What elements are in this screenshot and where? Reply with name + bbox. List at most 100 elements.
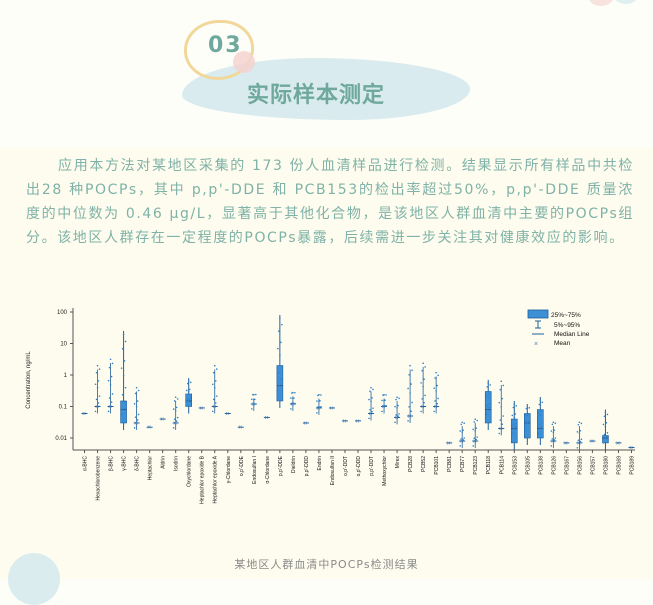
svg-text:PCB77: PCB77: [460, 456, 466, 472]
content-panel: 应用本方法对某地区采集的 173 份人血清样品进行检测。结果显示所有样品中共检出…: [0, 148, 653, 579]
svg-text:×: ×: [616, 440, 620, 447]
svg-text:×: ×: [486, 407, 490, 414]
svg-text:×: ×: [160, 417, 164, 424]
svg-text:×: ×: [199, 405, 203, 412]
svg-text:×: ×: [590, 439, 594, 446]
svg-text:PCB123: PCB123: [473, 456, 479, 475]
body-paragraph: 应用本方法对某地区采集的 173 份人血清样品进行检测。结果显示所有样品中共检出…: [26, 154, 634, 250]
svg-text:Endosulfan II: Endosulfan II: [330, 456, 336, 485]
svg-text:o,p'-DDT: o,p'-DDT: [343, 456, 349, 476]
svg-text:×: ×: [316, 405, 320, 412]
svg-text:PCB189: PCB189: [629, 456, 635, 475]
svg-text:PCB157: PCB157: [590, 456, 596, 475]
svg-text:PCB180: PCB180: [603, 456, 609, 475]
svg-text:PCB52: PCB52: [421, 456, 427, 472]
svg-text:Heptachlor: Heptachlor: [148, 456, 154, 481]
svg-text:×: ×: [551, 439, 555, 446]
svg-text:×: ×: [134, 420, 138, 427]
svg-text:×: ×: [603, 436, 607, 443]
svg-text:×: ×: [382, 404, 386, 411]
svg-text:×: ×: [277, 383, 281, 390]
svg-text:PCB167: PCB167: [564, 456, 570, 475]
svg-text:Heptachlor epoxide B: Heptachlor epoxide B: [200, 455, 206, 503]
figure-caption: 某地区人群血清中POCPs检测结果: [234, 558, 419, 571]
svg-text:×: ×: [82, 411, 86, 418]
svg-text:×: ×: [534, 341, 538, 348]
decor-pink-dot: [588, 0, 614, 6]
svg-text:×: ×: [290, 402, 294, 409]
svg-text:×: ×: [147, 425, 151, 432]
svg-text:Aldrin: Aldrin: [161, 456, 167, 469]
svg-text:5%~95%: 5%~95%: [554, 322, 580, 329]
x-axis-labels: α-BHC Hexachlorobenzene β-BHC γ-BHC δ-BHC Hep…: [83, 450, 635, 504]
section-number-ring: [184, 20, 254, 80]
y-axis: 100 10 1 0.1 0.01 Concentration, ng/mL: [26, 308, 635, 451]
svg-text:p,p'-DDE: p,p'-DDE: [278, 455, 284, 476]
svg-text:PCB169: PCB169: [616, 456, 622, 475]
svg-text:×: ×: [251, 402, 255, 409]
svg-text:γ-BHC: γ-BHC: [122, 456, 128, 471]
svg-text:×: ×: [499, 426, 503, 433]
svg-text:10: 10: [60, 342, 67, 348]
svg-text:PCB126: PCB126: [551, 456, 557, 475]
svg-text:Median Line: Median Line: [554, 331, 590, 338]
svg-text:25%~75%: 25%~75%: [551, 312, 581, 319]
svg-text:×: ×: [395, 415, 399, 422]
svg-text:×: ×: [108, 404, 112, 411]
svg-text:×: ×: [342, 418, 346, 425]
svg-text:×: ×: [212, 404, 216, 411]
svg-text:×: ×: [225, 411, 229, 418]
svg-text:Mirex: Mirex: [395, 456, 401, 469]
svg-text:PCB114: PCB114: [499, 456, 505, 474]
svg-text:p,p'-DDT: p,p'-DDT: [369, 456, 375, 476]
svg-text:×: ×: [356, 418, 360, 425]
section-header: 03 实际样本测定: [0, 0, 653, 135]
svg-text:PCB156: PCB156: [577, 456, 583, 475]
svg-text:Isodrin: Isodrin: [174, 456, 180, 471]
svg-text:×: ×: [173, 420, 177, 427]
svg-text:Endrin: Endrin: [317, 456, 323, 471]
svg-text:α-BHC: α-BHC: [83, 456, 89, 472]
svg-text:Methoxychlor: Methoxychlor: [382, 456, 388, 486]
svg-text:Mean: Mean: [554, 340, 571, 347]
svg-text:×: ×: [538, 426, 542, 433]
legend: × 25%~75% 5%~95% Median Line Mean: [527, 309, 590, 348]
svg-text:×: ×: [577, 440, 581, 447]
svg-text:o,p'-DDE: o,p'-DDE: [239, 455, 245, 476]
svg-text:×: ×: [329, 405, 333, 412]
svg-text:PCB118: PCB118: [486, 456, 492, 474]
svg-text:Heptachlor epoxide A: Heptachlor epoxide A: [213, 455, 219, 503]
svg-text:×: ×: [434, 404, 438, 411]
svg-text:×: ×: [121, 407, 125, 414]
svg-text:×: ×: [564, 440, 568, 447]
svg-text:×: ×: [447, 440, 451, 447]
svg-text:0.1: 0.1: [59, 405, 68, 411]
svg-text:1: 1: [64, 373, 68, 379]
svg-text:p,p'-DDD: p,p'-DDD: [304, 456, 310, 477]
svg-text:o,p'-DDD: o,p'-DDD: [356, 456, 362, 477]
svg-text:×: ×: [95, 404, 99, 411]
svg-text:Endosulfan I: Endosulfan I: [252, 456, 258, 484]
svg-text:×: ×: [629, 445, 633, 452]
svg-text:Dieldrin: Dieldrin: [291, 456, 297, 473]
svg-text:×: ×: [408, 413, 412, 420]
svg-text:×: ×: [473, 439, 477, 446]
svg-text:×: ×: [512, 426, 516, 433]
svg-text:100: 100: [57, 310, 68, 316]
svg-text:×: ×: [460, 439, 464, 446]
svg-text:PCB105: PCB105: [525, 456, 531, 475]
svg-text:×: ×: [303, 420, 307, 427]
decor-pink-dot: [233, 51, 255, 73]
svg-text:×: ×: [421, 404, 425, 411]
body-paragraph-text: 应用本方法对某地区采集的 173 份人血清样品进行检测。结果显示所有样品中共检出…: [26, 158, 634, 246]
svg-text:Concentration, ng/mL: Concentration, ng/mL: [26, 351, 32, 409]
svg-text:β-BHC: β-BHC: [109, 456, 115, 471]
svg-text:γ-Chlordane: γ-Chlordane: [226, 456, 232, 483]
decor-blue-dot: [614, 0, 638, 4]
svg-text:δ-BHC: δ-BHC: [135, 456, 141, 471]
svg-text:PCB153: PCB153: [512, 456, 518, 475]
svg-text:Hexachlorobenzene: Hexachlorobenzene: [96, 456, 102, 501]
svg-text:PCB101: PCB101: [434, 456, 440, 475]
svg-text:×: ×: [264, 415, 268, 422]
